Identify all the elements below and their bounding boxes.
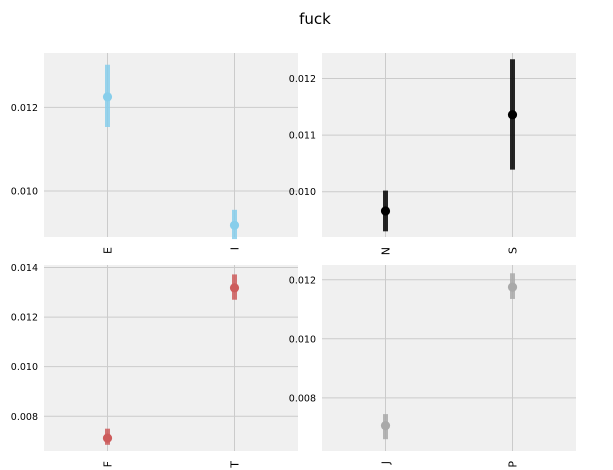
x-tick-label-I: I — [229, 247, 242, 250]
point-I — [229, 220, 240, 230]
point-E — [102, 92, 113, 102]
subplot-2: 0.010 0.011 0.012 N S — [289, 53, 576, 255]
plot-area — [322, 53, 576, 237]
point-N — [380, 206, 391, 216]
y-tick-label: 0.012 — [289, 275, 316, 286]
point-T — [229, 283, 240, 293]
y-tick-label: 0.011 — [289, 131, 316, 142]
y-tick-label: 0.012 — [289, 74, 316, 85]
x-tick-label-T: T — [229, 461, 242, 469]
point-F — [102, 433, 113, 443]
x-tick-label-E: E — [102, 247, 115, 254]
y-tick-label: 0.010 — [11, 362, 38, 373]
figure-title: fuck — [299, 10, 331, 28]
y-tick-label: 0.014 — [11, 263, 38, 274]
x-tick-label-J: J — [380, 461, 393, 465]
y-tick-label: 0.008 — [11, 412, 38, 423]
y-tick-label: 0.008 — [289, 393, 316, 404]
y-tick-label: 0.010 — [11, 187, 38, 198]
y-tick-label: 0.012 — [11, 313, 38, 324]
y-tick-label: 0.012 — [11, 103, 38, 114]
plot-area — [44, 265, 298, 451]
plot-area — [322, 265, 576, 451]
x-tick-label-F: F — [102, 461, 115, 467]
x-tick-label-S: S — [507, 247, 520, 254]
x-tick-label-P: P — [507, 461, 520, 468]
point-J — [380, 421, 391, 431]
subplot-3: 0.008 0.010 0.012 0.014 F T — [11, 263, 298, 469]
y-tick-label: 0.010 — [289, 187, 316, 198]
x-tick-label-N: N — [380, 247, 393, 255]
point-S — [507, 110, 518, 120]
y-tick-label: 0.010 — [289, 334, 316, 345]
subplot-1: 0.010 0.012 E I — [11, 53, 298, 254]
subplot-4: 0.008 0.010 0.012 J P — [289, 265, 576, 468]
point-P — [507, 282, 518, 292]
plot-area — [44, 53, 298, 237]
